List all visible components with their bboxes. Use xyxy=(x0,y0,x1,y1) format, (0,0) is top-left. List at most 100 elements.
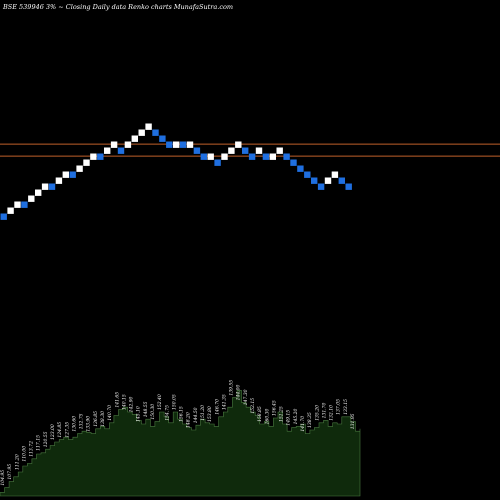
renko-brick-up xyxy=(28,195,35,202)
volume-label: 131.95 xyxy=(350,413,356,429)
volume-label: 124.85 xyxy=(57,422,63,438)
volume-label: 138.30 xyxy=(100,411,106,427)
volume-label: 133.90 xyxy=(86,416,92,432)
renko-brick-down xyxy=(283,153,290,160)
volume-label: 140.15 xyxy=(121,394,127,410)
renko-brick-down xyxy=(290,159,297,166)
renko-brick-down xyxy=(0,213,7,220)
volume-label: 150.05 xyxy=(171,394,177,410)
volume-label: 158.85 xyxy=(257,406,263,422)
volume-label: 127.35 xyxy=(64,422,70,438)
renko-brick-down xyxy=(117,147,125,154)
volume-label: 156.45 xyxy=(271,400,277,416)
renko-brick-down xyxy=(304,171,311,178)
renko-brick-up xyxy=(41,183,49,190)
renko-brick-up xyxy=(35,189,42,196)
renko-brick-up xyxy=(186,141,194,148)
renko-brick-up xyxy=(331,171,339,178)
volume-label: 148.55 xyxy=(143,401,149,417)
volume-label: 141.35 xyxy=(221,394,227,410)
renko-brick-down xyxy=(297,165,304,172)
volume-label: 140.70 xyxy=(107,405,113,421)
chart-title: BSE 539946 3% ~ Closing Daily data Renko… xyxy=(2,3,233,11)
renko-brick-up xyxy=(255,147,263,154)
volume-label: 141.70 xyxy=(300,416,306,432)
volume-label: 107.95 xyxy=(7,464,13,480)
volume-label: 145.10 xyxy=(136,406,142,422)
volume-label: 148.20 xyxy=(186,412,192,428)
renko-brick-up xyxy=(76,165,83,172)
volume-label: 133.15 xyxy=(343,399,349,415)
renko-brick-up xyxy=(235,141,242,148)
volume-label: 150.30 xyxy=(150,404,156,420)
volume-label: 130.60 xyxy=(71,416,77,432)
renko-brick-down xyxy=(21,201,28,208)
renko-bricks xyxy=(0,123,352,220)
renko-brick-up xyxy=(138,129,145,136)
volume-label: 138.35 xyxy=(307,412,313,428)
renko-brick-down xyxy=(179,141,187,148)
volume-label: 123.00 xyxy=(50,424,56,440)
renko-brick-up xyxy=(145,123,152,130)
renko-brick-up xyxy=(14,201,21,208)
volume-label: 142.90 xyxy=(129,397,135,413)
volume-label: 151.20 xyxy=(200,405,206,421)
volume-label: 147.30 xyxy=(243,389,249,405)
volume-label: 135.20 xyxy=(314,405,320,421)
renko-brick-down xyxy=(97,153,104,160)
volume-label: 113.72 xyxy=(29,441,35,457)
renko-brick-up xyxy=(221,153,228,160)
renko-brick-down xyxy=(166,141,173,148)
renko-brick-down xyxy=(262,153,270,160)
renko-brick-down xyxy=(345,183,352,190)
renko-brick-down xyxy=(69,171,76,178)
renko-brick-down xyxy=(311,177,318,184)
volume-label: 152.40 xyxy=(157,394,163,410)
volume-label: 149.15 xyxy=(286,410,292,426)
volume-label: 104.95 xyxy=(0,470,6,486)
renko-brick-down xyxy=(48,183,56,190)
renko-brick-down xyxy=(200,153,207,160)
volume-label: 110.00 xyxy=(21,446,27,462)
renko-brick-down xyxy=(248,153,256,160)
renko-brick-down xyxy=(193,147,201,154)
renko-brick-up xyxy=(55,177,63,184)
renko-brick-up xyxy=(83,159,90,166)
volume-label: 151.25 xyxy=(279,406,285,422)
renko-brick-up xyxy=(90,153,97,160)
renko-brick-down xyxy=(338,177,345,184)
renko-brick-up xyxy=(207,153,214,160)
renko-brick-up xyxy=(131,135,138,142)
renko-brick-up xyxy=(173,141,180,148)
volume-label: 154.75 xyxy=(164,405,170,421)
volume-label: 111.20 xyxy=(14,454,20,470)
renko-brick-down xyxy=(159,135,166,142)
renko-brick-down xyxy=(152,129,159,136)
volume-label: 156.15 xyxy=(179,406,185,422)
renko-brick-up xyxy=(104,147,111,154)
volume-label: 152.15 xyxy=(250,398,256,414)
renko-brick-down xyxy=(214,159,221,166)
volume-label: 160.30 xyxy=(264,409,270,425)
volume-label: 144.50 xyxy=(193,407,199,423)
volume-area-path xyxy=(0,390,361,497)
renko-brick-down xyxy=(242,147,249,154)
volume-label: 146.70 xyxy=(214,399,220,415)
volume-label: 132.75 xyxy=(79,413,85,429)
renko-brick-up xyxy=(276,147,283,154)
volume-label: 153.80 xyxy=(207,406,213,422)
volume-label: 139.55 xyxy=(229,380,235,396)
renko-brick-up xyxy=(228,147,235,154)
renko-brick-up xyxy=(110,141,118,148)
volume-label: 137.05 xyxy=(336,399,342,415)
volume-label: 144.00 xyxy=(236,385,242,401)
volume-label: 131.70 xyxy=(321,403,327,419)
renko-brick-up xyxy=(62,171,69,178)
renko-brick-up xyxy=(324,177,332,184)
volume-label: 132.10 xyxy=(329,405,335,421)
volume-label: 120.55 xyxy=(43,431,49,447)
volume-area xyxy=(0,390,361,497)
renko-brick-up xyxy=(124,141,132,148)
